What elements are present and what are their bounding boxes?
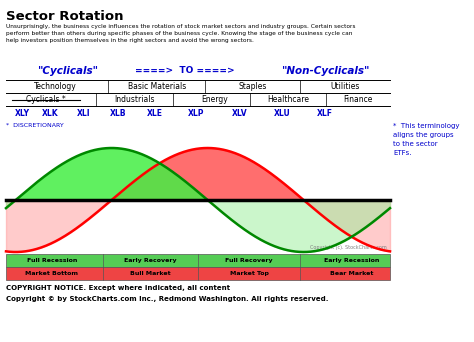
- Text: Unsurprisingly, the business cycle influences the rotation of stock market secto: Unsurprisingly, the business cycle influ…: [6, 24, 356, 43]
- Text: Basic Materials: Basic Materials: [128, 82, 186, 91]
- Text: Full Recession: Full Recession: [27, 258, 77, 263]
- Text: Bull Market: Bull Market: [130, 271, 170, 276]
- Text: "Non-Cyclicals": "Non-Cyclicals": [281, 66, 369, 76]
- Text: *  DISCRETIONARY: * DISCRETIONARY: [6, 123, 64, 128]
- FancyBboxPatch shape: [6, 254, 390, 267]
- Text: XLF: XLF: [317, 109, 333, 118]
- Text: XLU: XLU: [273, 109, 291, 118]
- Text: Market Bottom: Market Bottom: [26, 271, 79, 276]
- Text: *  This terminology
aligns the groups
to the sector
ETFs.: * This terminology aligns the groups to …: [393, 123, 459, 156]
- Text: Technology: Technology: [34, 82, 76, 91]
- Text: Industrials: Industrials: [115, 95, 155, 104]
- Text: Cyclicals *: Cyclicals *: [26, 95, 66, 104]
- Text: XLK: XLK: [42, 109, 58, 118]
- Text: Copyright (c). StockCharts.com: Copyright (c). StockCharts.com: [310, 245, 387, 250]
- Text: Full Recovery: Full Recovery: [225, 258, 273, 263]
- Text: Energy: Energy: [201, 95, 228, 104]
- Text: Utilities: Utilities: [330, 82, 360, 91]
- Text: "Cyclicals": "Cyclicals": [37, 66, 99, 76]
- Text: XLY: XLY: [15, 109, 29, 118]
- Text: Sector Rotation: Sector Rotation: [6, 10, 124, 23]
- Text: XLB: XLB: [110, 109, 126, 118]
- Text: XLP: XLP: [188, 109, 204, 118]
- Text: Healthcare: Healthcare: [267, 95, 309, 104]
- Text: XLI: XLI: [77, 109, 91, 118]
- Text: Early Recession: Early Recession: [324, 258, 380, 263]
- Text: Early Recovery: Early Recovery: [124, 258, 176, 263]
- Text: XLV: XLV: [232, 109, 248, 118]
- Text: COPYRIGHT NOTICE. Except where indicated, all content: COPYRIGHT NOTICE. Except where indicated…: [6, 285, 230, 291]
- Text: Staples: Staples: [239, 82, 267, 91]
- Text: Market Top: Market Top: [229, 271, 268, 276]
- Text: Finance: Finance: [343, 95, 373, 104]
- FancyBboxPatch shape: [6, 267, 390, 280]
- Text: ====>  TO ====>: ====> TO ====>: [135, 66, 235, 75]
- Text: Bear Market: Bear Market: [330, 271, 374, 276]
- Text: Copyright © by StockCharts.com Inc., Redmond Washington. All rights reserved.: Copyright © by StockCharts.com Inc., Red…: [6, 296, 328, 302]
- Text: XLE: XLE: [147, 109, 163, 118]
